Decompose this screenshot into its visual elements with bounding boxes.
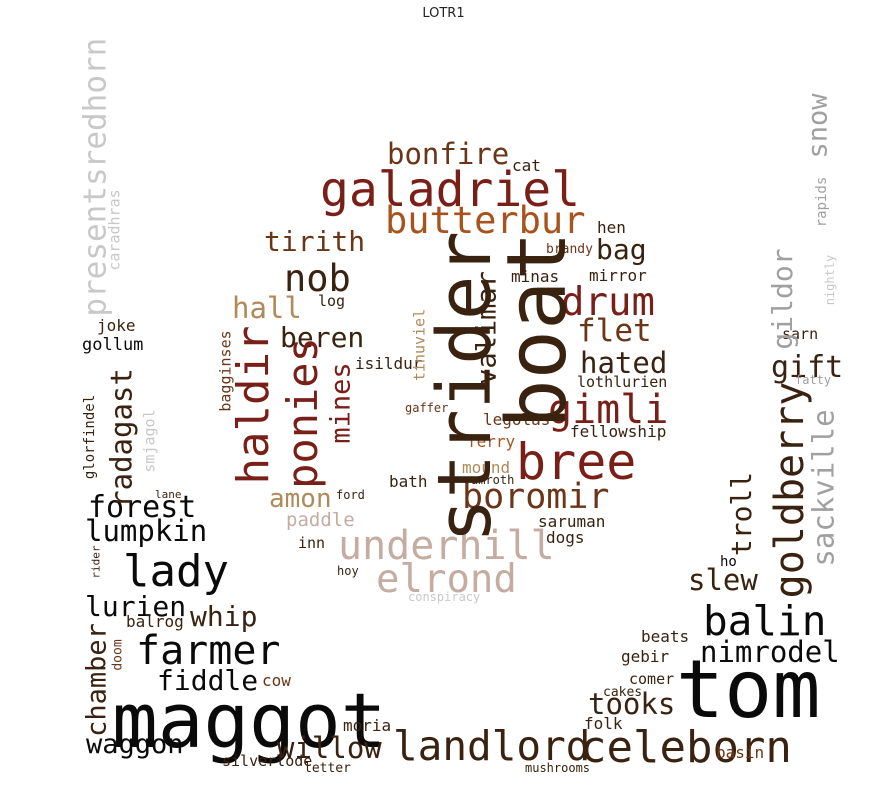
word-lumpkin: lumpkin (85, 514, 208, 548)
word-mirror: mirror (589, 266, 647, 285)
word-whip: whip (190, 600, 258, 633)
word-butterbur: butterbur (385, 199, 586, 242)
word-valimar: valimar (471, 271, 503, 385)
word-troll: troll (725, 471, 758, 557)
word-brandy: brandy (546, 242, 593, 257)
word-basin: folk (584, 714, 623, 733)
word-varda: balrog (126, 612, 184, 631)
word-slew: slew (688, 563, 758, 597)
word-bag: bag (596, 233, 647, 266)
word-drum: drum (561, 280, 655, 325)
word-folk: cakes (603, 685, 643, 700)
word-goldberry: goldberry (767, 381, 813, 599)
word-silverlode: letter (304, 761, 351, 776)
word-tirith: tirith (264, 225, 366, 258)
word-galadriel: galadriel (320, 162, 581, 218)
word-amroth: amroth (471, 473, 515, 487)
word-snow: snow (802, 93, 834, 159)
word-chamber: chamber (81, 623, 113, 737)
word-hall: hall (232, 291, 302, 325)
word-underhill: underhill (338, 523, 555, 569)
word-beats: ho (720, 554, 737, 570)
word-tooks: tooks (588, 687, 676, 721)
word-gimli: gimli (548, 387, 669, 433)
word-fiddle: fiddle (157, 664, 259, 697)
word-lane: lane (155, 488, 182, 501)
word-forest: forest (88, 490, 197, 525)
word-haldir: haldir (228, 325, 279, 485)
word-boromir: boromir (462, 477, 610, 517)
word-log: log (318, 292, 346, 310)
word-doom: cow (262, 671, 291, 690)
word-letter: mushrooms (525, 761, 591, 775)
word-bagginses: bagginses (216, 330, 235, 412)
word-smjagol: smjagol (140, 409, 159, 473)
word-amon: amon (269, 484, 332, 514)
word-landlord: landlord (393, 722, 591, 770)
word-cat: cat (512, 156, 541, 175)
word-gaffer: gaffer (405, 401, 449, 415)
word-inn: inn (298, 534, 326, 552)
word-rapids: rapids (814, 176, 830, 228)
word-minas: minas (511, 267, 560, 286)
word-lurien: lurien (85, 590, 187, 623)
word-balrog: doom (110, 639, 126, 671)
word-nob: nob (284, 257, 351, 300)
word-paddle: paddle (286, 509, 355, 531)
word-flet: flet (577, 313, 652, 349)
word-sarn: sarn (782, 325, 819, 343)
word-gildor: gildor (766, 248, 799, 350)
word-joke: joke (97, 316, 136, 335)
word-mushrooms: basin (716, 743, 765, 762)
word-farmer: farmer (136, 628, 281, 674)
word-caradhras: caradhras (105, 189, 124, 271)
word-saruman: saruman (538, 512, 606, 531)
word-tinuviel: tinuviel (410, 308, 429, 382)
word-cow: moria (343, 716, 392, 735)
word-waggon: waggon (86, 729, 184, 760)
word-nightly: nightly (823, 254, 837, 306)
word-boat: boat (490, 231, 585, 429)
word-celeborn: celeborn (580, 722, 792, 773)
word-ponies: ponies (278, 337, 327, 489)
word-fatty: fatty (795, 373, 832, 387)
word-ford: ford (336, 488, 365, 502)
word-cakes: comer (629, 670, 675, 688)
word-hoy: hoy (337, 564, 359, 578)
word-dogs: dogs (546, 528, 585, 547)
word-conspiracy: conspiracy (408, 590, 481, 604)
word-fellowship: fellowship (570, 422, 667, 441)
word-elrond: elrond (376, 557, 517, 602)
word-bonfire: bonfire (387, 137, 510, 171)
word-lady: lady (123, 546, 229, 597)
word-radagast: radagast (104, 368, 139, 508)
word-mines: mines (325, 362, 357, 444)
word-maggot: maggot (112, 676, 387, 765)
word-isildur: isildur (355, 354, 423, 373)
word-gebir: beats (641, 627, 690, 646)
word-hen: hen (597, 218, 626, 237)
word-hated: hated (580, 346, 668, 380)
word-beren: beren (280, 321, 365, 354)
word-gollum: gollum (82, 335, 144, 355)
word-redhorn: redhorn (77, 37, 114, 169)
word-sackville: sackville (806, 409, 841, 567)
word-lothlurien: lothlurien (577, 373, 668, 391)
word-mound: mound (462, 458, 511, 477)
word-glorfindel: glorfindel (82, 394, 98, 480)
word-tom: tom (676, 643, 821, 736)
word-balin: balin (703, 597, 827, 645)
word-comer: gebir (621, 647, 670, 666)
word-legolas: legolas (483, 410, 551, 429)
word-bath: bath (389, 472, 428, 491)
word-moria: silverlode (222, 752, 313, 770)
word-ferry: ferry (467, 432, 516, 451)
word-willow: willow (277, 731, 382, 765)
word-nimrodel: nimrodel (700, 635, 840, 669)
word-gift: gift (771, 350, 844, 385)
chart-title: LOTR1 (422, 6, 465, 21)
word-rider: rider (89, 545, 103, 579)
word-bree: bree (516, 433, 637, 491)
